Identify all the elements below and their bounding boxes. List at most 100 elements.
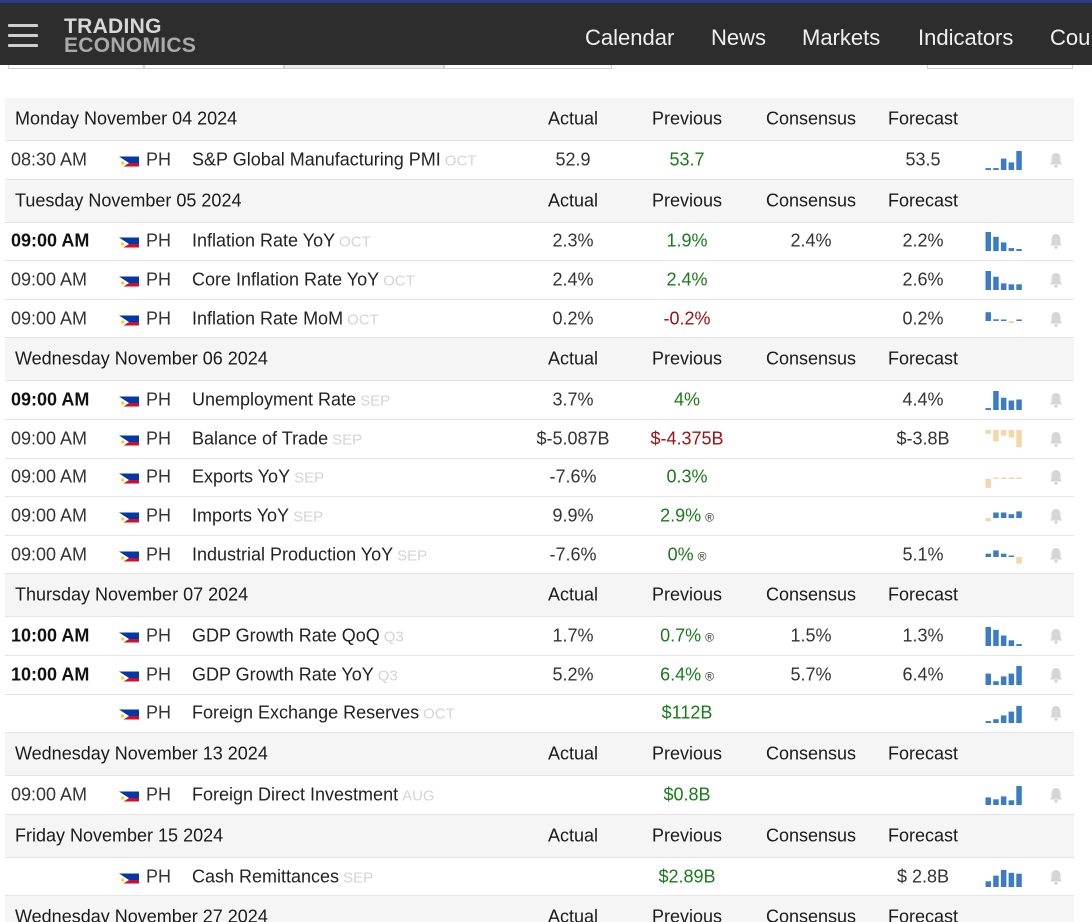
filter-tab[interactable] bbox=[444, 65, 612, 69]
bell-icon[interactable] bbox=[1047, 868, 1065, 886]
column-header-previous[interactable]: Previous bbox=[651, 906, 723, 922]
column-header-actual[interactable]: Actual bbox=[547, 584, 599, 605]
table-row[interactable]: 09:00 AM PH Exports YoY SEP -7.6% 0.3% bbox=[5, 458, 1074, 498]
column-header-forecast[interactable]: Forecast bbox=[887, 584, 959, 605]
filter-tab[interactable] bbox=[144, 65, 284, 69]
table-row[interactable]: 09:00 AM PH Core Inflation Rate YoY OCT 2.4%… bbox=[5, 261, 1074, 300]
table-row[interactable]: 09:00 AM PH Balance of Trade SEP $-5.087B $-4… bbox=[5, 419, 1074, 459]
sparkline-icon[interactable] bbox=[985, 230, 1023, 252]
bell-icon[interactable] bbox=[1047, 271, 1065, 289]
sparkline-icon[interactable] bbox=[985, 308, 1023, 330]
column-header-previous[interactable]: Previous bbox=[651, 584, 723, 605]
event-name-link[interactable]: Core Inflation Rate YoY OCT bbox=[192, 269, 415, 290]
event-name-link[interactable]: GDP Growth Rate QoQ Q3 bbox=[192, 626, 404, 647]
event-name-link[interactable]: Inflation Rate YoY OCT bbox=[192, 231, 371, 252]
table-row[interactable]: PH Cash Remittances SEP $2.89B $ 2.8B bbox=[5, 857, 1074, 897]
column-header-forecast[interactable]: Forecast bbox=[887, 348, 959, 369]
column-header-forecast[interactable]: Forecast bbox=[887, 825, 959, 846]
column-header-consensus[interactable]: Consensus bbox=[765, 108, 857, 129]
sparkline-bar bbox=[993, 719, 999, 724]
sparkline-icon[interactable] bbox=[985, 466, 1023, 489]
event-name-link[interactable]: Exports YoY SEP bbox=[192, 467, 324, 488]
event-name-link[interactable]: Cash Remittances SEP bbox=[192, 866, 373, 887]
bell-icon[interactable] bbox=[1047, 546, 1065, 564]
bell-icon[interactable] bbox=[1047, 310, 1065, 328]
event-name-link[interactable]: Foreign Exchange Reserves OCT bbox=[192, 703, 455, 724]
column-header-actual[interactable]: Actual bbox=[547, 190, 599, 211]
event-name: Balance of Trade bbox=[192, 428, 329, 449]
bell-icon[interactable] bbox=[1047, 666, 1065, 684]
event-name-link[interactable]: Balance of Trade SEP bbox=[192, 428, 362, 449]
bell-icon[interactable] bbox=[1047, 786, 1065, 804]
sparkline-icon[interactable] bbox=[985, 269, 1023, 291]
sparkline-icon[interactable] bbox=[985, 428, 1023, 450]
sparkline-icon[interactable] bbox=[985, 149, 1023, 171]
column-header-consensus[interactable]: Consensus bbox=[765, 190, 857, 211]
event-name-link[interactable]: Inflation Rate MoM OCT bbox=[192, 308, 379, 329]
column-header-actual[interactable]: Actual bbox=[547, 825, 599, 846]
nav-calendar[interactable]: Calendar bbox=[585, 25, 675, 50]
column-header-actual[interactable]: Actual bbox=[547, 743, 599, 764]
previous-value-text: -0.2% bbox=[663, 308, 711, 329]
column-header-forecast[interactable]: Forecast bbox=[887, 743, 959, 764]
nav-markets[interactable]: Markets bbox=[802, 25, 881, 50]
filter-tab[interactable] bbox=[8, 65, 144, 69]
table-row[interactable]: 09:00 AM PH Unemployment Rate SEP 3.7% 4% 4.4% bbox=[5, 381, 1074, 420]
bell-icon[interactable] bbox=[1047, 627, 1065, 645]
sparkline-icon[interactable] bbox=[985, 664, 1023, 686]
event-name-link[interactable]: Industrial Production YoY SEP bbox=[192, 544, 427, 565]
bell-icon[interactable] bbox=[1047, 468, 1065, 486]
table-row[interactable]: 10:00 AM PH GDP Growth Rate YoY Q3 5.2% 6.4% ®… bbox=[5, 655, 1074, 695]
column-header-previous[interactable]: Previous bbox=[651, 743, 723, 764]
column-header-previous[interactable]: Previous bbox=[651, 348, 723, 369]
sparkline-icon[interactable] bbox=[985, 702, 1023, 724]
column-header-previous[interactable]: Previous bbox=[651, 825, 723, 846]
column-header-previous[interactable]: Previous bbox=[651, 190, 723, 211]
country-code: PH bbox=[146, 784, 172, 805]
event-name-link[interactable]: Unemployment Rate SEP bbox=[192, 390, 390, 411]
table-row[interactable]: 09:00 AM PH Inflation Rate YoY OCT 2.3% 1.9% 2… bbox=[5, 222, 1074, 262]
table-row[interactable]: 09:00 AM PH Inflation Rate MoM OCT 0.2% -0.2%… bbox=[5, 299, 1074, 339]
filter-tab[interactable] bbox=[284, 65, 444, 69]
column-header-consensus[interactable]: Consensus bbox=[765, 348, 857, 369]
column-header-previous[interactable]: Previous bbox=[651, 108, 723, 129]
bell-icon[interactable] bbox=[1047, 151, 1065, 169]
column-header-forecast[interactable]: Forecast bbox=[887, 190, 959, 211]
column-header-actual[interactable]: Actual bbox=[547, 906, 599, 922]
column-header-consensus[interactable]: Consensus bbox=[765, 825, 857, 846]
site-logo[interactable]: TRADING ECONOMICS bbox=[64, 16, 196, 56]
sparkline-icon[interactable] bbox=[985, 866, 1023, 888]
sparkline-icon[interactable] bbox=[985, 389, 1023, 411]
nav-news[interactable]: News bbox=[711, 25, 767, 50]
table-row[interactable]: PH Foreign Exchange Reserves OCT $112B bbox=[5, 694, 1074, 734]
table-row[interactable]: 09:00 AM PH Industrial Production YoY SEP -7… bbox=[5, 535, 1074, 575]
column-header-consensus[interactable]: Consensus bbox=[765, 906, 857, 922]
column-header-consensus[interactable]: Consensus bbox=[765, 584, 857, 605]
event-name-link[interactable]: S&P Global Manufacturing PMI OCT bbox=[192, 149, 476, 170]
sparkline-icon[interactable] bbox=[985, 784, 1023, 806]
bell-icon[interactable] bbox=[1047, 232, 1065, 250]
bell-icon[interactable] bbox=[1047, 391, 1065, 409]
menu-icon[interactable] bbox=[8, 24, 38, 48]
table-row[interactable]: 09:00 AM PH Foreign Direct Investment AUG $0… bbox=[5, 776, 1074, 815]
event-name-link[interactable]: GDP Growth Rate YoY Q3 bbox=[192, 664, 398, 685]
event-name-link[interactable]: Imports YoY SEP bbox=[192, 505, 323, 526]
column-header-consensus[interactable]: Consensus bbox=[765, 743, 857, 764]
bell-icon[interactable] bbox=[1047, 704, 1065, 722]
event-name-link[interactable]: Foreign Direct Investment AUG bbox=[192, 784, 435, 805]
sparkline-icon[interactable] bbox=[985, 544, 1023, 566]
table-row[interactable]: 08:30 AM PH S&P Global Manufacturing PMI OC… bbox=[5, 141, 1074, 180]
column-header-forecast[interactable]: Forecast bbox=[887, 108, 959, 129]
bell-icon[interactable] bbox=[1047, 507, 1065, 525]
sparkline-icon[interactable] bbox=[985, 505, 1023, 527]
sparkline-icon[interactable] bbox=[985, 625, 1023, 647]
filter-tab[interactable] bbox=[927, 65, 1073, 69]
column-header-actual[interactable]: Actual bbox=[547, 108, 599, 129]
table-row[interactable]: 09:00 AM PH Imports YoY SEP 9.9% 2.9% ® bbox=[5, 497, 1074, 536]
table-row[interactable]: 10:00 AM PH GDP Growth Rate QoQ Q3 1.7% 0.7% ®… bbox=[5, 617, 1074, 656]
bell-icon[interactable] bbox=[1047, 430, 1065, 448]
column-header-forecast[interactable]: Forecast bbox=[887, 906, 959, 922]
column-header-actual[interactable]: Actual bbox=[547, 348, 599, 369]
nav-countries[interactable]: Cou bbox=[1050, 25, 1091, 50]
nav-indicators[interactable]: Indicators bbox=[918, 25, 1014, 50]
